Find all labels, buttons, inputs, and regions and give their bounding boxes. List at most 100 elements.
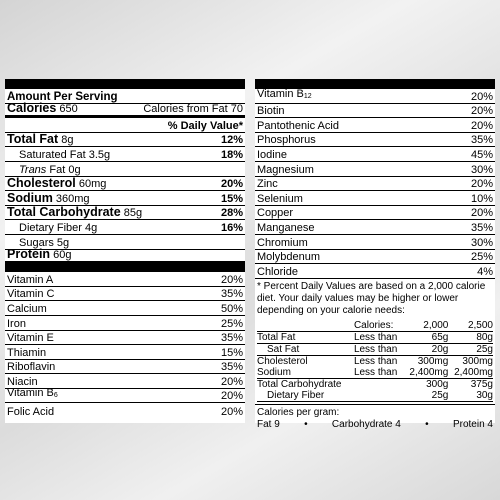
mineral-row: Copper 20% xyxy=(255,206,495,221)
vitamin-daily-value: 50% xyxy=(220,302,243,315)
mineral-label: Zinc xyxy=(257,178,278,191)
mineral-label: Selenium xyxy=(257,192,303,205)
vitamin-row: Iron 25% xyxy=(5,316,245,331)
mineral-daily-value: 20% xyxy=(470,207,493,220)
table-nutrient: Cholesterol xyxy=(257,355,308,367)
mineral-daily-value: 20% xyxy=(470,90,493,103)
daily-values-table: Calories: 2,000 2,500 Total Fat Less than… xyxy=(257,319,493,402)
nutrient-amount: 85g xyxy=(123,207,143,220)
vitamin-daily-value: 15% xyxy=(220,346,243,359)
mineral-row: Chromium 30% xyxy=(255,235,495,250)
vitamin-daily-value: 20% xyxy=(220,273,243,286)
nutrient-amount: 360mg xyxy=(55,192,90,205)
nutrient-amount: 3.5g xyxy=(88,148,111,161)
vitamin-label-group: Folic Acid xyxy=(7,406,54,418)
table-value-2000: 20g xyxy=(403,343,449,356)
nutrient-label: Sodium xyxy=(7,190,53,205)
nutrient-label: Dietary Fiber xyxy=(19,221,82,234)
table-comparison: Less than xyxy=(353,355,398,367)
vitamin-label: Niacin xyxy=(7,375,38,388)
nutrient-row: Total Fat 8g 12% xyxy=(5,133,245,148)
mineral-daily-value: 35% xyxy=(470,221,493,234)
table-row: Dietary Fiber 25g 30g xyxy=(257,389,493,402)
nutrient-row: Dietary Fiber 4g 16% xyxy=(5,220,245,235)
amount-per-serving: Amount Per Serving xyxy=(5,89,245,104)
nutrient-row: Trans Fat 0g xyxy=(5,162,245,177)
vitamin-daily-value: 20% xyxy=(220,375,243,388)
mineral-label-group: Manganese xyxy=(257,222,315,234)
mineral-label-group: Phosphorus xyxy=(257,134,316,146)
vitamin-row: Vitamin B6 20% xyxy=(5,387,245,404)
nutrient-daily-value: 15% xyxy=(220,192,243,205)
vitamin-label: Vitamin B xyxy=(7,387,54,400)
vitamin-label: Calcium xyxy=(7,302,47,315)
table-value-2500: 375g xyxy=(470,378,493,390)
nutrient-label: Cholesterol xyxy=(7,176,76,191)
nutrient-amount: 60g xyxy=(53,249,72,262)
table-comparison xyxy=(354,378,404,390)
mineral-label: Biotin xyxy=(257,105,285,118)
vitamin-label-group: Vitamin A xyxy=(7,274,53,286)
nutrient-label: Saturated Fat xyxy=(19,148,86,161)
calories-row: Calories 650 Calories from Fat 70 xyxy=(5,102,245,119)
nutrient-label: Total Fat xyxy=(7,132,59,147)
top-thick-bar xyxy=(5,79,245,89)
nutrition-facts-left-panel: Amount Per Serving Calories 650 Calories… xyxy=(5,79,245,423)
nutrient-amount: 5g xyxy=(56,236,70,249)
table-row: Total Carbohydrate 300g 375g xyxy=(257,378,493,390)
table-value-2500: 25g xyxy=(448,343,493,356)
vitamin-separator-bar xyxy=(5,262,245,273)
mineral-label-group: Chloride xyxy=(257,266,298,278)
mineral-daily-value: 10% xyxy=(470,192,493,205)
vitamin-row: Riboflavin 35% xyxy=(5,360,245,375)
calories-per-gram-item: Carbohydrate 4 xyxy=(331,418,401,430)
table-row: Total Fat Less than 65g 80g xyxy=(257,331,493,344)
table-header-row: Calories: 2,000 2,500 xyxy=(257,319,493,332)
vitamin-label: Vitamin A xyxy=(7,273,54,286)
nutrient-amount: 60mg xyxy=(78,178,107,191)
vitamin-daily-value: 20% xyxy=(220,406,243,419)
vitamin-label-group: Niacin xyxy=(7,376,38,388)
nutrient-label: Sugars xyxy=(19,236,54,249)
nutrient-label-group: Cholesterol 60mg xyxy=(7,177,106,190)
mineral-daily-value: 4% xyxy=(477,265,493,278)
mineral-row: Pantothenic Acid 20% xyxy=(255,118,495,133)
table-value-2000: 25g xyxy=(403,389,449,402)
table-nutrient: Total Carbohydrate xyxy=(257,378,342,390)
mineral-label: Chromium xyxy=(257,236,308,249)
table-value-2000: 300g xyxy=(426,378,449,390)
vitamin-row: Thiamin 15% xyxy=(5,345,245,360)
mineral-row: Vitamin B12 20% xyxy=(255,88,495,104)
mineral-daily-value: 35% xyxy=(470,134,493,147)
nutrient-daily-value: 16% xyxy=(220,221,243,234)
vitamin-row: Vitamin E 35% xyxy=(5,331,245,346)
nutrient-row: Saturated Fat 3.5g 18% xyxy=(5,147,245,162)
nutrient-label: Protein xyxy=(7,247,51,262)
mineral-subscript: 12 xyxy=(303,92,312,100)
mineral-label: Copper xyxy=(257,207,294,220)
table-row: Sat Fat Less than 20g 25g xyxy=(257,343,493,356)
mineral-label: Molybdenum xyxy=(257,251,320,264)
mineral-label: Iodine xyxy=(257,148,287,161)
vitamin-row: Folic Acid 20% xyxy=(5,403,245,418)
mineral-label-group: Pantothenic Acid xyxy=(257,120,339,132)
nutrient-label-group: Total Fat 8g xyxy=(7,133,73,146)
mineral-row: Manganese 35% xyxy=(255,220,495,235)
mineral-daily-value: 25% xyxy=(470,251,493,264)
vitamin-label: Thiamin xyxy=(7,346,47,359)
nutrient-label-group: Dietary Fiber 4g xyxy=(19,222,97,234)
vitamin-label-group: Vitamin C xyxy=(7,288,54,300)
mineral-label: Magnesium xyxy=(257,163,314,176)
table-comparison: Less than xyxy=(353,343,404,356)
mineral-row: Iodine 45% xyxy=(255,147,495,162)
mineral-daily-value: 20% xyxy=(470,119,493,132)
mineral-label: Phosphorus xyxy=(257,134,316,147)
calories-per-gram-item: • xyxy=(304,418,308,430)
vitamin-row: Vitamin C 35% xyxy=(5,287,245,302)
table-row: Sodium Less than 2,400mg 2,400mg xyxy=(257,366,493,379)
vitamin-row: Vitamin A 20% xyxy=(5,272,245,287)
nutrient-label-group: Trans Fat 0g xyxy=(19,164,81,176)
nutrient-row: Sodium 360mg 15% xyxy=(5,191,245,206)
mineral-row: Phosphorus 35% xyxy=(255,133,495,148)
daily-value-header: % Daily Value* xyxy=(5,118,245,133)
